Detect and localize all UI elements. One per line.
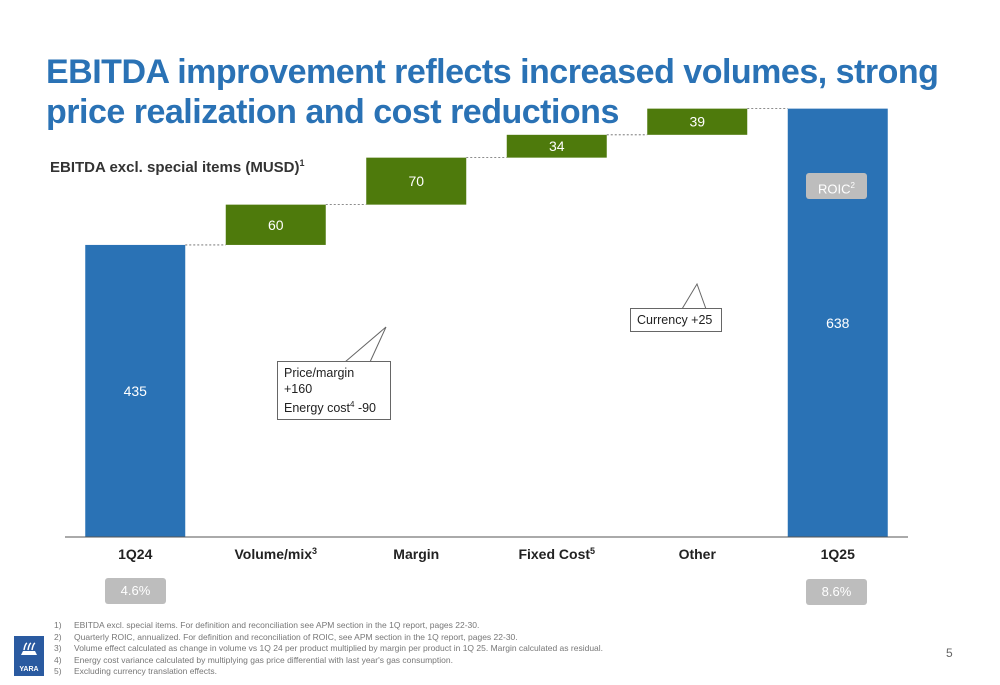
category-footnote: 5 <box>590 546 595 556</box>
footnote-text: Energy cost variance calculated by multi… <box>74 654 453 665</box>
footnote-text: Quarterly ROIC, annualized. For definiti… <box>74 631 518 642</box>
waterfall-bar-1 <box>225 204 326 245</box>
logo-text: YARA <box>19 666 39 673</box>
margin-callout-line1: Price/margin +160 <box>284 366 355 396</box>
data-label: 39 <box>689 114 705 130</box>
footnote-1: 1) EBITDA excl. special items. For defini… <box>54 620 603 632</box>
footnote-3: 3) Volume effect calculated as change in … <box>54 643 603 655</box>
footnotes: 1) EBITDA excl. special items. For defini… <box>54 620 603 678</box>
margin-callout: Price/margin +160 Energy cost4 -90 <box>277 361 391 421</box>
footnote-number: 5) <box>54 666 62 676</box>
roic-start-badge: 4.6% <box>105 578 166 604</box>
footnote-number: 1) <box>54 620 62 630</box>
margin-callout-line2: Energy cost4 -90 <box>284 397 384 416</box>
footnote-2: 2) Quarterly ROIC, annualized. For defini… <box>54 632 603 644</box>
footnote-5: 5) Excluding currency translation effects… <box>54 666 603 678</box>
energy-cost-footnote: 4 <box>350 400 355 409</box>
data-label: 34 <box>549 138 565 154</box>
data-label: 60 <box>268 217 284 233</box>
roic-end-badge: 8.6% <box>806 579 867 605</box>
footnote-text: Excluding currency translation effects. <box>74 666 217 676</box>
page-number: 5 <box>946 646 953 660</box>
footnote-number: 4) <box>54 654 62 665</box>
waterfall-bar-0 <box>85 244 186 537</box>
margin-callout-pointer <box>344 326 387 363</box>
category-label: Volume/mix3 <box>234 546 317 562</box>
other-callout-text: Currency +25 <box>637 313 713 327</box>
data-label: 435 <box>124 383 148 399</box>
footnote-text: Volume effect calculated as change in vo… <box>74 643 604 653</box>
slide-title: EBITDA improvement reflects increased vo… <box>46 53 939 131</box>
chart-subtitle-text: EBITDA excl. special items (MUSD) <box>50 159 300 176</box>
waterfall-bar-4 <box>647 108 748 135</box>
other-callout-pointer <box>681 282 707 310</box>
waterfall-bar-2 <box>366 157 467 205</box>
chart-subtitle: EBITDA excl. special items (MUSD)1 <box>50 158 305 176</box>
footnote-4: 4) Energy cost variance calculated by mul… <box>54 655 603 667</box>
category-footnote: 3 <box>312 546 317 556</box>
category-label: 1Q24 <box>118 546 152 562</box>
data-label: 70 <box>408 173 424 189</box>
other-callout: Currency +25 <box>630 308 722 332</box>
energy-cost-value: -90 <box>354 401 377 416</box>
energy-cost-label: Energy cost <box>284 401 351 416</box>
category-label: 1Q25 <box>821 546 855 562</box>
roic-label: ROIC <box>818 181 851 197</box>
chart-subtitle-footnote: 1 <box>299 158 305 168</box>
viking-ship-icon <box>21 642 37 655</box>
waterfall-bar-3 <box>506 134 607 158</box>
category-label: Other <box>679 546 717 562</box>
roic-footnote: 2 <box>850 181 855 190</box>
category-label: Margin <box>393 546 439 562</box>
roic-header-badge: ROIC2 <box>806 173 867 199</box>
footnote-number: 2) <box>54 631 62 642</box>
data-label: 638 <box>826 315 850 331</box>
category-label: Fixed Cost5 <box>518 546 595 562</box>
yara-logo: YARA <box>14 636 44 676</box>
footnote-text: EBITDA excl. special items. For definiti… <box>74 620 480 630</box>
footnote-number: 3) <box>54 643 62 653</box>
